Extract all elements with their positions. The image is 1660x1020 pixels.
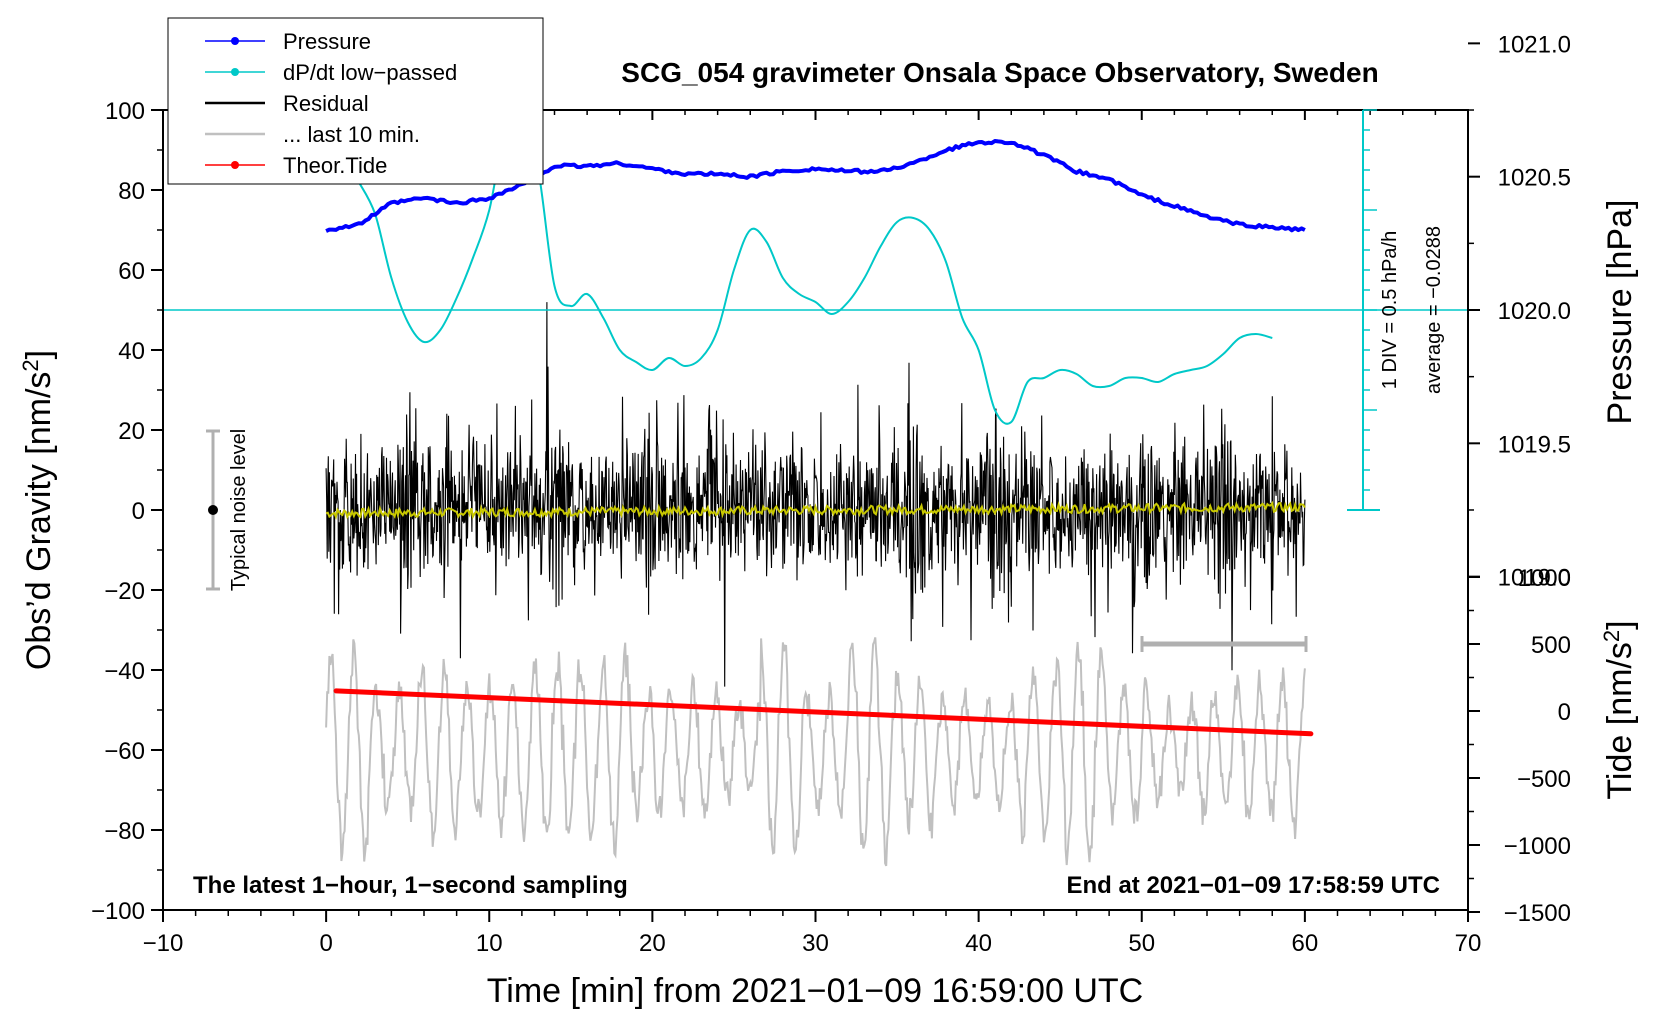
pressure-tick-label: 1021.0 <box>1498 31 1571 58</box>
scale-div-label: 1 DIV = 0.5 hPa/h <box>1379 231 1401 389</box>
y-tick-label: 40 <box>118 338 145 365</box>
annotation-end-time: End at 2021−01−09 17:58:59 UTC <box>1066 872 1440 899</box>
series-pressure <box>325 139 1306 233</box>
y-tick-label: −60 <box>104 738 145 765</box>
x-tick-label: 50 <box>1128 930 1155 957</box>
y-tick-label: 80 <box>118 178 145 205</box>
legend-label: Theor.Tide <box>283 153 387 178</box>
y-tick-label: −40 <box>104 658 145 685</box>
scale-average-label: average = −0.0288 <box>1423 226 1445 394</box>
legend-marker <box>231 37 239 45</box>
x-tick-label: 40 <box>965 930 992 957</box>
series-residual <box>325 302 1306 687</box>
series-smoothed-residual <box>325 500 1306 521</box>
legend-item: ... last 10 min. <box>205 122 420 147</box>
ten-minute-bar <box>1140 636 1308 652</box>
legend-item: Residual <box>205 91 369 116</box>
y-tick-label: −100 <box>91 898 145 925</box>
tide-tick-label: 0 <box>1558 699 1571 726</box>
legend: Pressure dP/dt low−passed Residual ... last… <box>167 17 544 185</box>
legend-item: Theor.Tide <box>205 153 387 178</box>
x-tick-label: 30 <box>802 930 829 957</box>
dpdt-scale-rule <box>1347 109 1380 511</box>
y-tick-label: 60 <box>118 258 145 285</box>
y-axis-label-gravity: Obs’d Gravity [nm/s2] <box>18 350 58 670</box>
y-axis-gravity: −100 −80 −60 −40 −20 0 20 40 60 80 100 <box>91 98 163 925</box>
y-tick-label: −80 <box>104 818 145 845</box>
series-theor-tide <box>333 688 1314 737</box>
y-tick-label: 20 <box>118 418 145 445</box>
x-tick-label: 0 <box>319 930 332 957</box>
tide-tick-label: 1000 <box>1518 565 1571 592</box>
y-tick-label: 0 <box>132 498 145 525</box>
legend-marker <box>231 161 239 169</box>
x-tick-label: −10 <box>143 930 184 957</box>
pressure-tick-label: 1019.5 <box>1498 431 1571 458</box>
y-axis-tide: 1000 500 0 −500 −1000 −1500 <box>1468 565 1571 927</box>
y-tick-label: 100 <box>105 98 145 125</box>
legend-label: ... last 10 min. <box>283 122 420 147</box>
chart-title: SCG_054 gravimeter Onsala Space Observat… <box>621 57 1378 88</box>
x-tick-label: 20 <box>639 930 666 957</box>
x-tick-label: 10 <box>476 930 503 957</box>
series-last-10-min <box>325 637 1306 867</box>
noise-level-label: Typical noise level <box>228 429 250 591</box>
y-tick-label: −20 <box>104 578 145 605</box>
pressure-tick-label: 1020.0 <box>1498 298 1571 325</box>
tide-tick-label: −1500 <box>1504 900 1571 927</box>
pressure-tick-label: 1020.5 <box>1498 165 1571 192</box>
y-axis-pressure: 1019.0 1019.5 1020.0 1020.5 1021.0 <box>1468 31 1571 592</box>
x-axis-label: Time [min] from 2021−01−09 16:59:00 UTC <box>487 972 1143 1010</box>
tide-tick-label: −500 <box>1517 766 1571 793</box>
x-tick-label: 60 <box>1292 930 1319 957</box>
legend-marker <box>231 68 239 76</box>
y-axis-label-pressure: Pressure [hPa] <box>1601 200 1639 425</box>
tide-tick-label: −1000 <box>1504 833 1571 860</box>
noise-level-indicator <box>206 429 220 591</box>
legend-label: Pressure <box>283 29 371 54</box>
annotation-sampling: The latest 1−hour, 1−second sampling <box>193 872 628 899</box>
legend-label: Residual <box>283 91 369 116</box>
y-axis-label-tide: Tide [nm/s2] <box>1599 620 1639 799</box>
pressure-tick-label: 1019.0 <box>1498 565 1571 592</box>
legend-item: dP/dt low−passed <box>205 60 457 85</box>
x-tick-label: 70 <box>1455 930 1482 957</box>
legend-item: Pressure <box>205 29 371 54</box>
tide-tick-label: 500 <box>1531 632 1571 659</box>
legend-label: dP/dt low−passed <box>283 60 457 85</box>
plot-area <box>163 116 1468 867</box>
